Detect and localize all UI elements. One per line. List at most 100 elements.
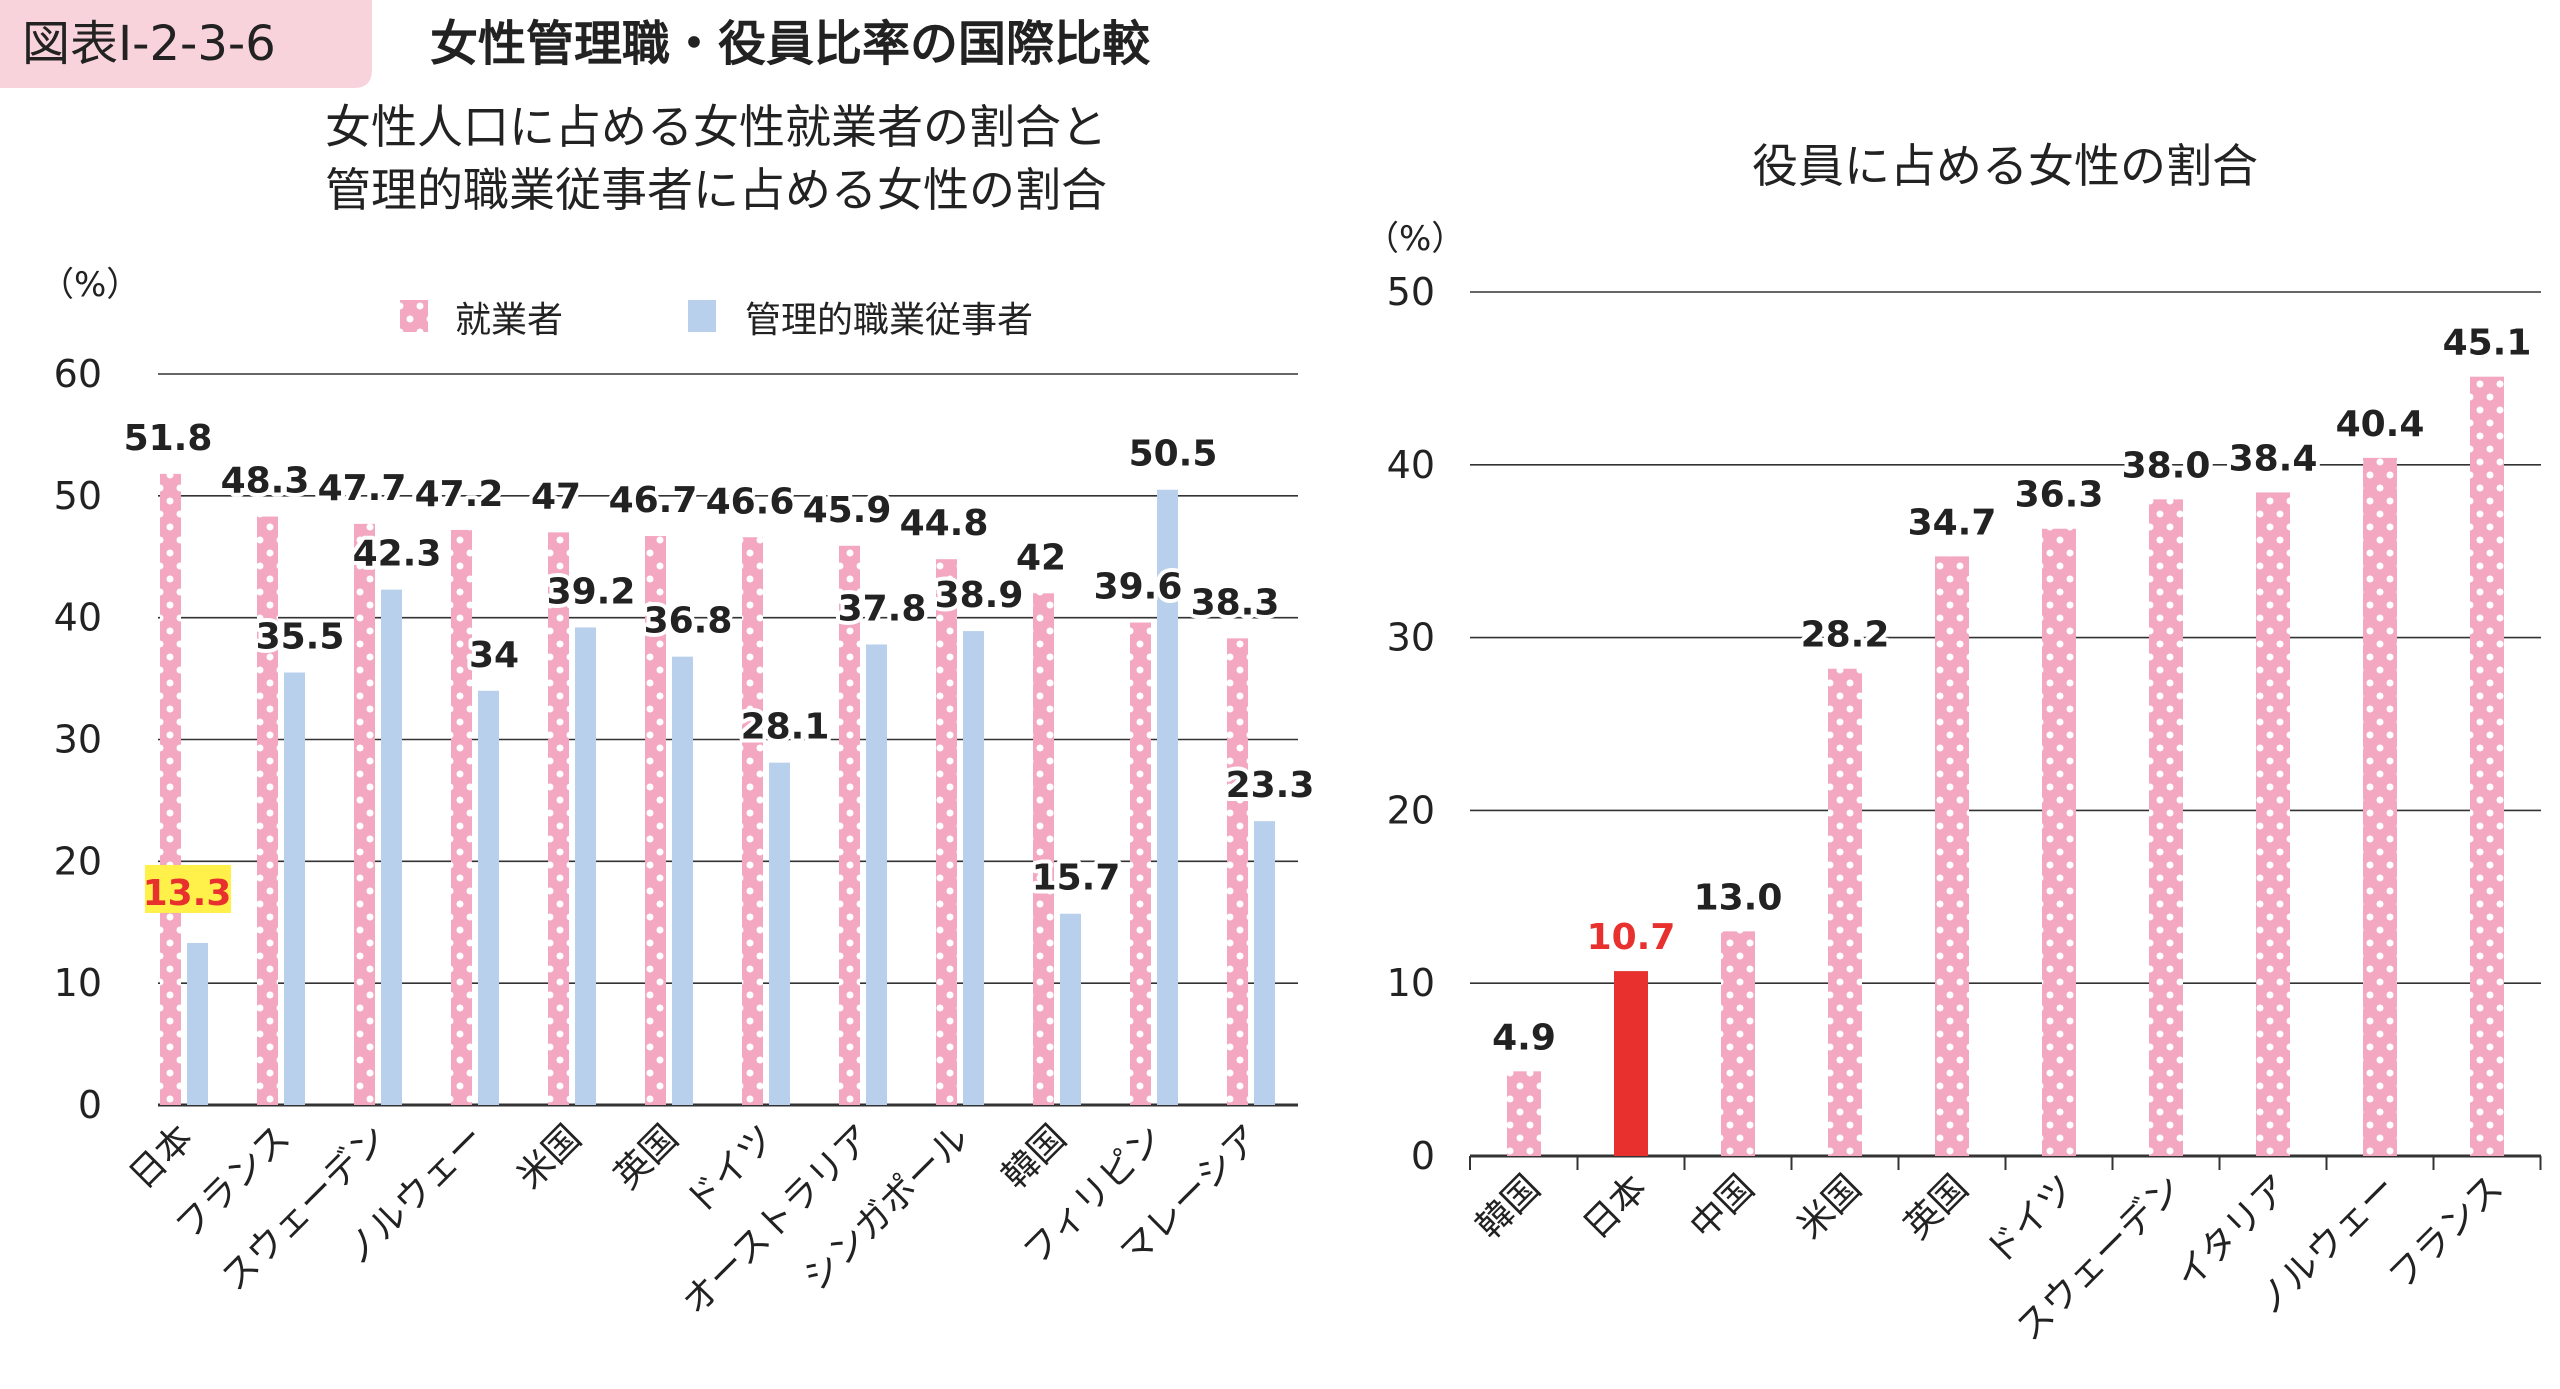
bar-employed [451,529,472,1105]
data-label-employed: 46.6 [706,481,795,522]
y-tick-label: 20 [1387,788,1435,832]
bar-board-women [2470,376,2504,1156]
bar-employed [742,537,763,1105]
legend-label-managers: 管理的職業従事者 [745,300,1033,341]
data-label: 10.7 [1587,917,1676,958]
data-label-employed: 47 [531,476,581,517]
bar-board-women [1935,556,1969,1156]
bar-employed [936,559,957,1105]
data-label-managers: 38.9 [935,575,1024,616]
bar-employed [1033,593,1054,1105]
data-label-managers: 34 [469,635,519,676]
y-tick-label: 40 [54,596,102,640]
category-label: 米国 [509,1117,589,1197]
data-label: 38.0 [2122,445,2211,486]
data-label-employed: 44.8 [900,503,989,544]
y-tick-label: 10 [1387,961,1435,1005]
category-label: 韓国 [1468,1167,1548,1247]
bar-board-women [2256,492,2290,1156]
data-label-employed: 51.8 [124,418,213,459]
category-label: ドイツ [1978,1167,2083,1272]
bar-employed [160,473,181,1105]
y-tick-label: 10 [54,961,102,1005]
y-tick-label: 0 [78,1083,102,1127]
category-label: フランス [2381,1167,2511,1297]
category-label: 米国 [1789,1167,1869,1247]
bar-managers [478,690,499,1105]
data-label-managers: 28.1 [741,707,830,748]
data-label-managers: 36.8 [644,601,733,642]
bar-board-women [1828,668,1862,1156]
category-label: 日本 [121,1117,201,1197]
left-chart: 010203040506051.813.3日本48.335.5フランス47.74… [54,352,1319,1323]
figure-title: 女性管理職・役員比率の国際比較 [430,16,1151,72]
data-label-employed: 45.9 [803,490,892,531]
left-chart-title-line2: 管理的職業従事者に占める女性の割合 [325,163,1107,217]
y-tick-label: 30 [1387,616,1435,660]
bar-employed [1130,622,1151,1105]
data-label: 28.2 [1801,615,1890,656]
category-label: 中国 [1682,1167,1762,1247]
bar-managers [1157,489,1178,1105]
bar-employed [257,516,278,1105]
bar-board-women [2363,457,2397,1156]
bar-managers [769,762,790,1105]
data-label-employed: 38.3 [1191,582,1280,623]
bar-managers [284,672,305,1105]
bar-managers [866,644,887,1105]
bar-board-women [1507,1071,1541,1156]
y-tick-label: 50 [1387,270,1435,314]
legend-swatch-managers [688,300,716,332]
bar-managers [381,589,402,1105]
category-label: 英国 [1896,1167,1976,1247]
data-label: 13.0 [1694,877,1783,918]
category-label: 韓国 [994,1117,1074,1197]
data-label-employed: 39.6 [1094,567,1183,608]
data-label-managers: 37.8 [838,588,927,629]
figure-number-badge [0,0,372,88]
category-label: 日本 [1575,1167,1655,1247]
bar-employed [354,523,375,1105]
right-y-unit: （%） [1365,219,1465,259]
right-chart: 0 10 20 30 40 50 4.9 韓国 10.7 日本 13.0 中国 28.2 米国 34.7 英国… [1387,270,2542,1349]
bar-managers [1254,821,1275,1105]
data-label-employed: 42 [1016,537,1066,578]
data-label-managers: 42.3 [353,534,442,575]
data-label: 4.9 [1492,1017,1556,1058]
data-label-managers: 39.2 [547,571,636,612]
y-tick-label: 0 [1411,1134,1435,1178]
data-label: 36.3 [2015,475,2104,516]
bar-employed [839,545,860,1105]
data-label-managers: 50.5 [1129,434,1218,475]
data-label-employed: 48.3 [221,461,310,502]
bar-board-women [2042,528,2076,1156]
bar-managers [575,627,596,1105]
data-label-managers: 23.3 [1226,765,1315,806]
bar-employed [645,536,666,1105]
bar-board-women [1721,931,1755,1156]
data-label: 38.4 [2229,438,2318,479]
data-label-managers: 35.5 [256,616,345,657]
left-y-unit: （%） [40,265,140,305]
bar-managers [187,942,208,1105]
bar-managers [672,656,693,1105]
data-label-employed: 47.7 [318,468,407,509]
data-label: 45.1 [2443,323,2532,364]
y-tick-label: 50 [54,474,102,518]
legend-swatch-employed [400,300,428,332]
data-label-employed: 47.2 [415,474,504,515]
data-label-managers: 13.3 [143,873,232,914]
data-label: 40.4 [2336,404,2425,445]
y-tick-label: 60 [54,352,102,396]
bar-board-women [1614,971,1648,1156]
right-chart-title: 役員に占める女性の割合 [1752,139,2258,193]
bar-managers [1060,913,1081,1105]
data-label-employed: 46.7 [609,480,698,521]
highlight-box [145,864,231,913]
data-label-managers: 15.7 [1032,858,1121,899]
left-chart-title-line1: 女性人口に占める女性就業者の割合と [325,100,1107,154]
bar-managers [963,631,984,1105]
bar-employed [548,532,569,1105]
y-tick-label: 20 [54,839,102,883]
